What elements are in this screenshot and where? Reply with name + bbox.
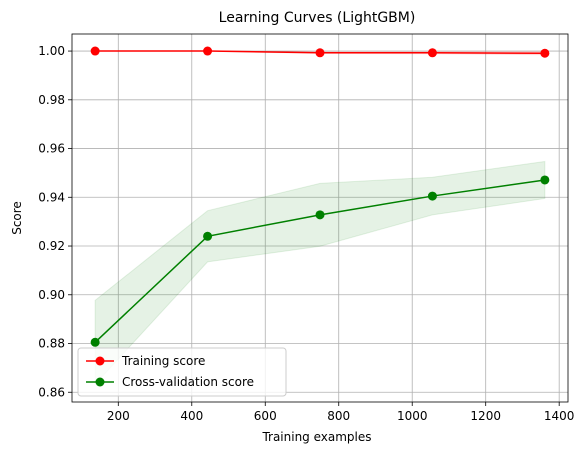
x-tick-label: 800 [327, 409, 350, 423]
legend-marker [95, 356, 105, 366]
y-axis-ticks: 0.86 0.88 0.90 0.92 0.94 0.96 0.98 1.00 [38, 44, 72, 399]
legend: Training score Cross-validation score [77, 347, 287, 397]
data-point [203, 231, 213, 241]
x-tick-label: 200 [107, 409, 130, 423]
series-markers [90, 46, 550, 347]
legend-marker [95, 377, 105, 387]
data-point [540, 48, 550, 58]
x-axis-label: Training examples [261, 430, 371, 444]
y-axis-label: Score [10, 201, 24, 235]
y-tick-label: 0.86 [38, 385, 65, 399]
data-point [315, 48, 325, 58]
x-tick-label: 1200 [470, 409, 501, 423]
y-tick-label: 0.92 [38, 239, 65, 253]
chart-title: Learning Curves (LightGBM) [219, 10, 416, 26]
data-point [90, 46, 100, 56]
legend-box [77, 347, 287, 397]
data-point [427, 191, 437, 201]
y-tick-label: 0.88 [38, 337, 65, 351]
y-tick-label: 1.00 [38, 44, 65, 58]
data-point [315, 210, 325, 220]
x-tick-label: 1000 [397, 409, 428, 423]
x-tick-label: 400 [180, 409, 203, 423]
data-point [90, 337, 100, 347]
grid-lines [72, 34, 568, 402]
confidence-band-1 [94, 160, 546, 386]
plot-frame [71, 33, 569, 403]
y-tick-label: 0.98 [38, 93, 65, 107]
legend-label: Cross-validation score [122, 375, 254, 389]
x-tick-label: 1400 [544, 409, 575, 423]
data-point [203, 46, 213, 56]
legend-label: Training score [121, 354, 205, 368]
y-tick-label: 0.90 [38, 288, 65, 302]
data-point [427, 48, 437, 58]
y-tick-label: 0.94 [38, 190, 65, 204]
y-tick-label: 0.96 [38, 142, 65, 156]
data-point [540, 175, 550, 185]
x-tick-label: 600 [254, 409, 277, 423]
x-axis-ticks: 200 400 600 800 1000 1200 1400 [107, 402, 575, 423]
